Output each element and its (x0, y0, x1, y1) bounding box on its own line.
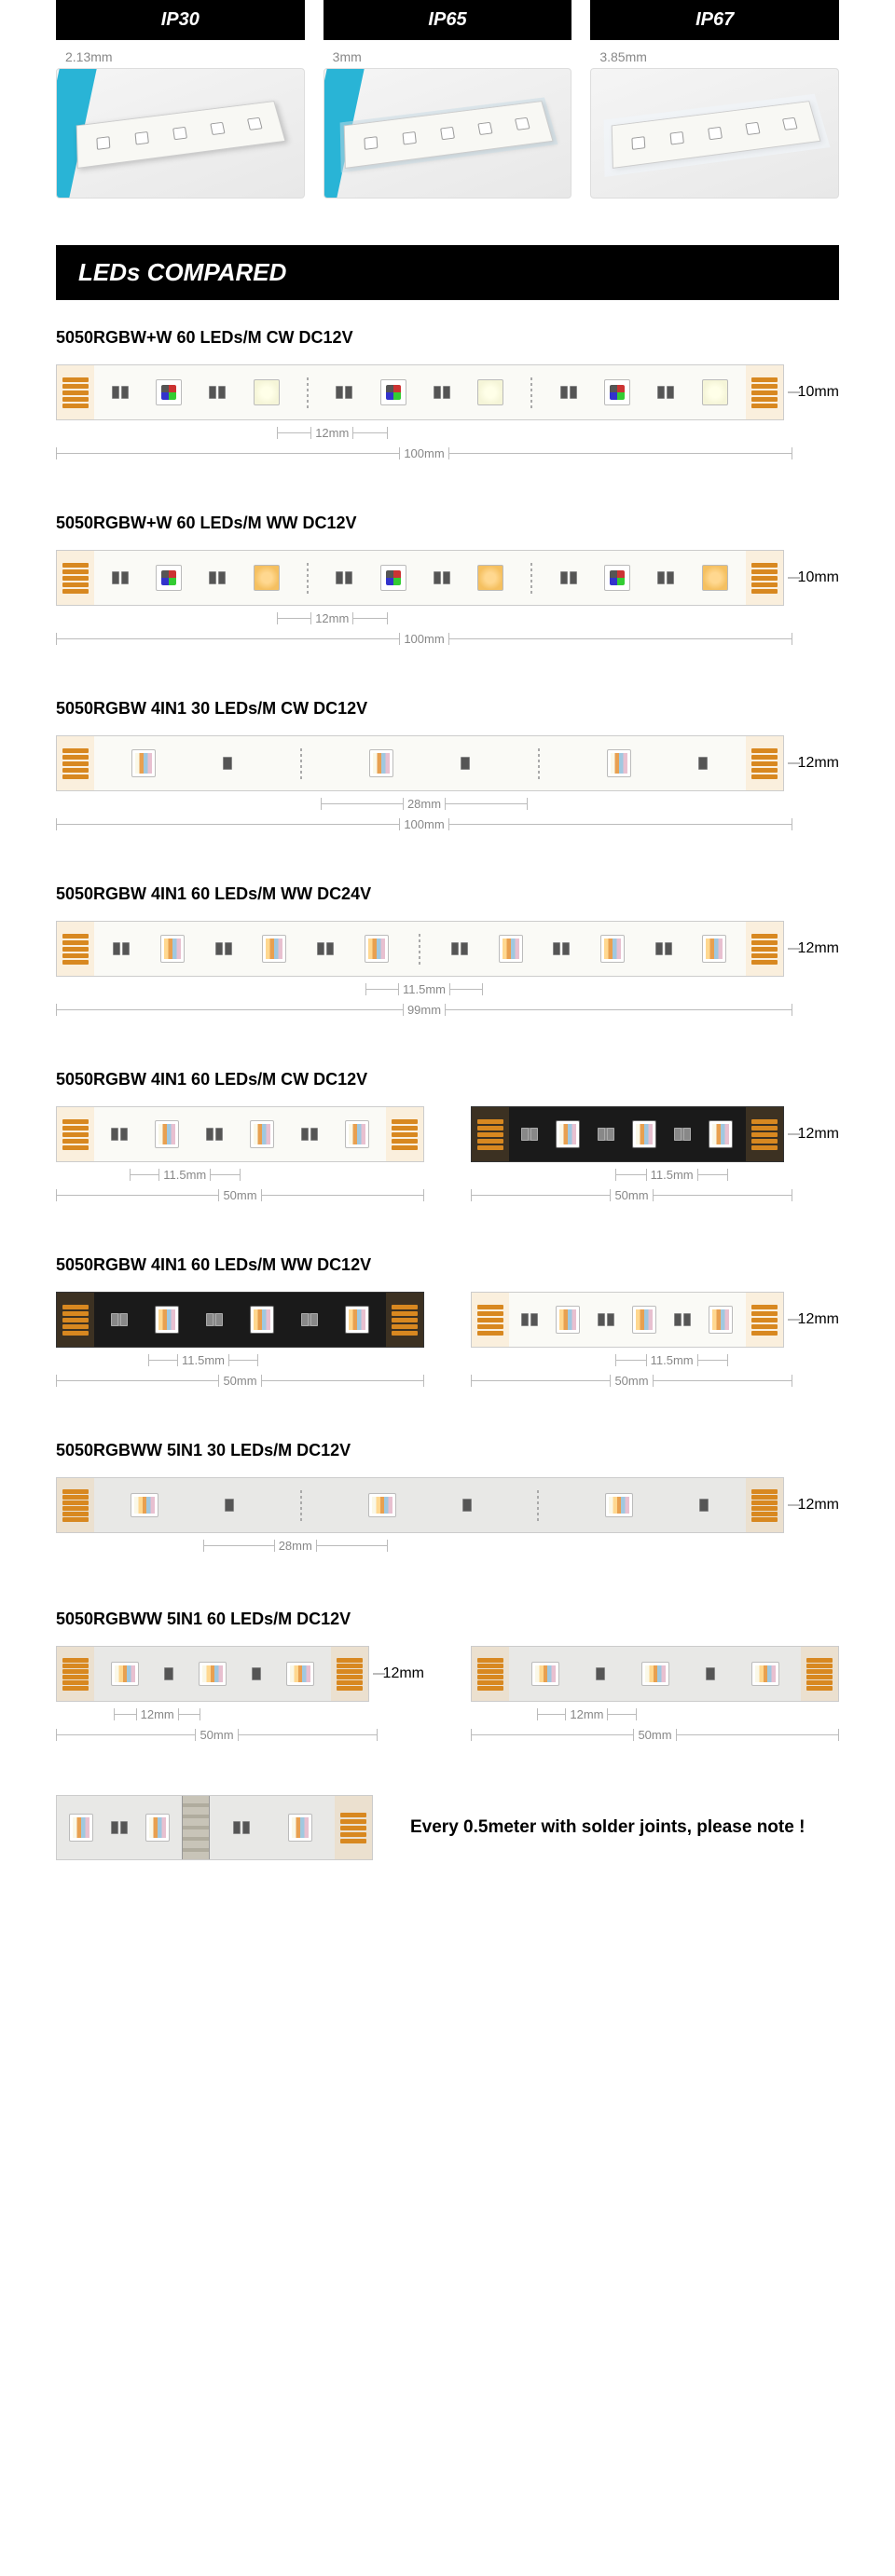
height-dim: 12mm (793, 921, 839, 977)
strip-body (56, 1646, 369, 1702)
ip-tab: IP30 (56, 0, 305, 40)
item-title: 5050RGBW 4IN1 60 LEDs/M CW DC12V (56, 1070, 839, 1089)
height-dim: 12mm (793, 1292, 839, 1348)
strip-body (471, 1106, 784, 1162)
item-title: 5050RGBWW 5IN1 60 LEDs/M DC12V (56, 1610, 839, 1629)
item-title: 5050RGBWW 5IN1 30 LEDs/M DC12V (56, 1441, 839, 1460)
led-item: 5050RGBW 4IN1 30 LEDs/M CW DC12V 12mm 28… (0, 699, 895, 884)
item-title: 5050RGBW 4IN1 60 LEDs/M WW DC12V (56, 1255, 839, 1275)
thickness-label: 3.85mm (599, 49, 839, 64)
item-title: 5050RGBW 4IN1 30 LEDs/M CW DC12V (56, 699, 839, 719)
ip-tab: IP67 (590, 0, 839, 40)
strip-body (56, 921, 784, 977)
led-item: 5050RGBW 4IN1 60 LEDs/M WW DC12V 11.5mm … (0, 1255, 895, 1441)
led-item: 5050RGBW+W 60 LEDs/M CW DC12V 10mm 12mm … (0, 328, 895, 514)
footer-note: Every 0.5meter with solder joints, pleas… (0, 1795, 895, 1916)
height-dim: 12mm (379, 1646, 424, 1702)
strip-body (56, 1106, 424, 1162)
strip-body (56, 1292, 424, 1348)
ip-image: 3.85mm (590, 49, 839, 199)
height-dim: 12mm (793, 735, 839, 791)
height-dim: 12mm (793, 1477, 839, 1533)
strip-body (56, 550, 784, 606)
strip-body (471, 1646, 839, 1702)
led-item: 5050RGBWW 5IN1 30 LEDs/M DC12V 12mm 28mm (0, 1441, 895, 1610)
thickness-label: 3mm (333, 49, 572, 64)
strip-body (471, 1292, 784, 1348)
led-item: 5050RGBWW 5IN1 60 LEDs/M DC12V 12mm 12mm… (0, 1610, 895, 1795)
strip-body (56, 1795, 373, 1860)
strip-body (56, 364, 784, 420)
led-item: 5050RGBW 4IN1 60 LEDs/M CW DC12V 11.5mm … (0, 1070, 895, 1255)
height-dim: 12mm (793, 1106, 839, 1162)
item-title: 5050RGBW 4IN1 60 LEDs/M WW DC24V (56, 884, 839, 904)
section-header: LEDs COMPARED (56, 245, 839, 300)
led-item: 5050RGBW 4IN1 60 LEDs/M WW DC24V 12mm 11… (0, 884, 895, 1070)
height-dim: 10mm (793, 550, 839, 606)
item-title: 5050RGBW+W 60 LEDs/M WW DC12V (56, 514, 839, 533)
ip-image: 3mm (324, 49, 572, 199)
thickness-label: 2.13mm (65, 49, 305, 64)
ip-images: 2.13mm 3mm 3.85mm (0, 40, 895, 236)
led-item: 5050RGBW+W 60 LEDs/M WW DC12V 10mm 12mm … (0, 514, 895, 699)
ip-tabs: IP30 IP65 IP67 (0, 0, 895, 40)
strip-body (56, 1477, 784, 1533)
ip-image: 2.13mm (56, 49, 305, 199)
strip-body (56, 735, 784, 791)
footer-text: Every 0.5meter with solder joints, pleas… (410, 1817, 839, 1838)
height-dim: 10mm (793, 364, 839, 420)
item-title: 5050RGBW+W 60 LEDs/M CW DC12V (56, 328, 839, 348)
ip-tab: IP65 (324, 0, 572, 40)
